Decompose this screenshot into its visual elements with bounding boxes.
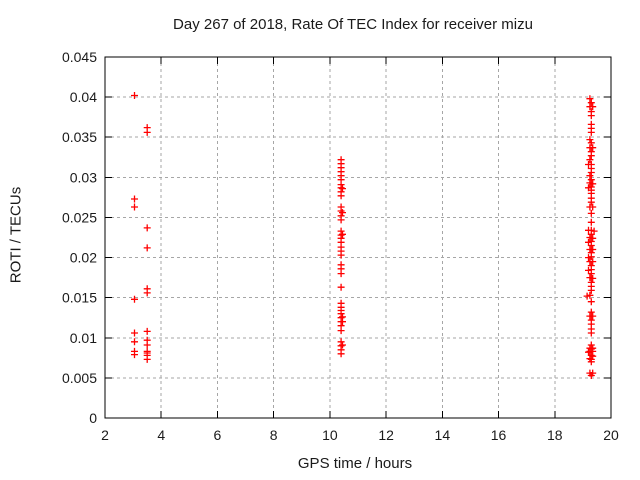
y-tick-label: 0.035 (62, 129, 97, 145)
plot-border (104, 56, 612, 419)
y-tick-label: 0.025 (62, 209, 97, 225)
x-tick-label: 20 (603, 427, 619, 443)
y-tick-label: 0.045 (62, 49, 97, 65)
x-tick-label: 10 (322, 427, 338, 443)
x-tick-label: 16 (491, 427, 507, 443)
y-tick-label: 0.015 (62, 290, 97, 306)
x-tick-label: 4 (157, 427, 165, 443)
y-axis-title: ROTI / TECUs (7, 186, 25, 284)
x-tick-label: 6 (214, 427, 222, 443)
y-tick-label: 0.02 (70, 250, 97, 266)
y-tick-label: 0.01 (70, 330, 97, 346)
data-points-plus-markers (131, 92, 598, 379)
y-tick-label: 0.03 (70, 169, 97, 185)
x-tick-label: 12 (378, 427, 394, 443)
x-tick-label: 14 (435, 427, 451, 443)
y-tick-label: 0.04 (70, 89, 97, 105)
x-axis-title: GPS time / hours (297, 455, 413, 472)
chart-title: Day 267 of 2018, Rate Of TEC Index for r… (173, 16, 533, 33)
x-tick-label: 2 (101, 427, 109, 443)
x-tick-label: 8 (270, 427, 278, 443)
y-tick-label: 0.005 (62, 370, 97, 386)
y-tick-label: 0 (89, 410, 97, 426)
x-tick-label: 18 (547, 427, 563, 443)
